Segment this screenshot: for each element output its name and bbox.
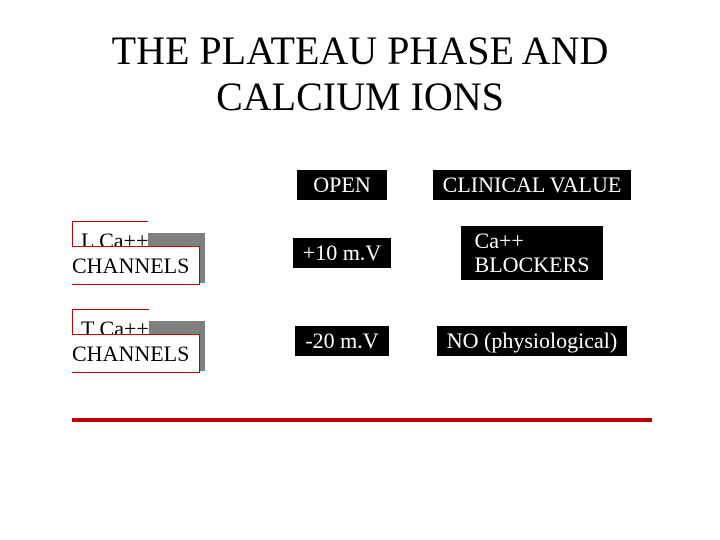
- row0-label-cell: L Ca++ CHANNELS: [72, 228, 272, 279]
- title-line-1: THE PLATEAU PHASE AND: [112, 28, 609, 73]
- row1-open-cell: -20 m.V: [272, 326, 412, 356]
- row0-label-line2: CHANNELS: [72, 253, 189, 278]
- row1-label-line2: CHANNELS: [72, 341, 189, 366]
- channel-box-inner: T Ca++ CHANNELS: [72, 309, 200, 373]
- header-row: OPEN CLINICAL VALUE: [72, 165, 652, 205]
- table-row: T Ca++ CHANNELS -20 m.V NO (physiologica…: [72, 311, 652, 371]
- row0-clinical-line1: Ca++: [475, 228, 524, 253]
- row1-label-cell: T Ca++ CHANNELS: [72, 316, 272, 367]
- row0-clinical-line2: BLOCKERS: [475, 252, 590, 277]
- row1-clinical-cell: NO (physiological): [412, 326, 652, 356]
- row0-clinical-cell: Ca++ BLOCKERS: [412, 226, 652, 280]
- header-clinical: CLINICAL VALUE: [433, 170, 632, 200]
- slide-title: THE PLATEAU PHASE AND CALCIUM IONS: [0, 0, 720, 120]
- table-row: L Ca++ CHANNELS +10 m.V Ca++ BLOCKERS: [72, 223, 652, 283]
- channel-box: L Ca++ CHANNELS: [72, 228, 200, 279]
- header-open-cell: OPEN: [272, 170, 412, 200]
- bottom-rule: [72, 418, 652, 422]
- row1-open-value: -20 m.V: [295, 326, 388, 356]
- row0-clinical: Ca++ BLOCKERS: [461, 226, 604, 280]
- row0-label-line1: L Ca++: [81, 228, 148, 253]
- title-line-2: CALCIUM IONS: [216, 74, 504, 119]
- row0-open-value: +10 m.V: [293, 238, 391, 268]
- row1-clinical: NO (physiological): [437, 326, 627, 356]
- channel-box-inner: L Ca++ CHANNELS: [72, 221, 200, 285]
- channel-box: T Ca++ CHANNELS: [72, 316, 200, 367]
- content-grid: OPEN CLINICAL VALUE L Ca++ CHANNELS +10 …: [72, 165, 652, 399]
- row0-open-cell: +10 m.V: [272, 238, 412, 268]
- header-open: OPEN: [297, 170, 387, 200]
- header-clinical-cell: CLINICAL VALUE: [412, 170, 652, 200]
- row1-label-line1: T Ca++: [81, 316, 149, 341]
